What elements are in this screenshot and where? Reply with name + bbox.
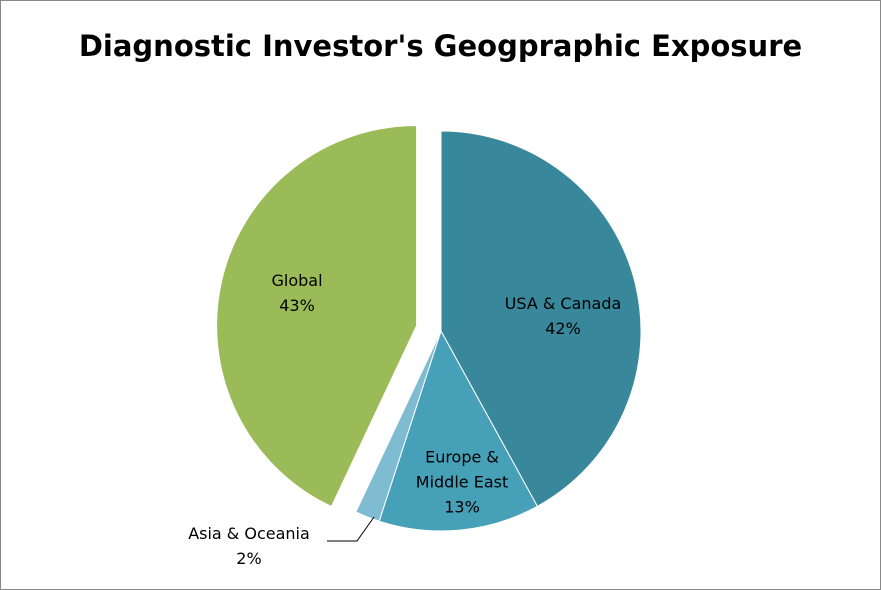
data-label: Asia & Oceania 2%	[169, 521, 329, 571]
slice-name: USA & Canada	[504, 294, 622, 313]
data-label: USA & Canada 42%	[483, 291, 643, 341]
slice-value: 43%	[279, 296, 315, 315]
slice-name: Global	[271, 271, 323, 290]
slice-name: Europe & Middle East	[415, 447, 509, 492]
slice-value: 13%	[444, 497, 480, 517]
slice-value: 2%	[236, 549, 262, 568]
slice-name: Asia & Oceania	[188, 524, 310, 543]
pie-slice	[378, 329, 539, 532]
leader-line	[327, 516, 375, 542]
data-label: Europe & Middle East 13%	[407, 445, 517, 520]
pie-slice	[216, 125, 418, 508]
slice-value: 42%	[545, 319, 581, 338]
pie-slice	[355, 330, 442, 522]
chart-title: Diagnostic Investor's Geogpraphic Exposu…	[78, 29, 803, 63]
pie-slice	[440, 130, 642, 507]
data-label: Global 43%	[237, 268, 357, 318]
